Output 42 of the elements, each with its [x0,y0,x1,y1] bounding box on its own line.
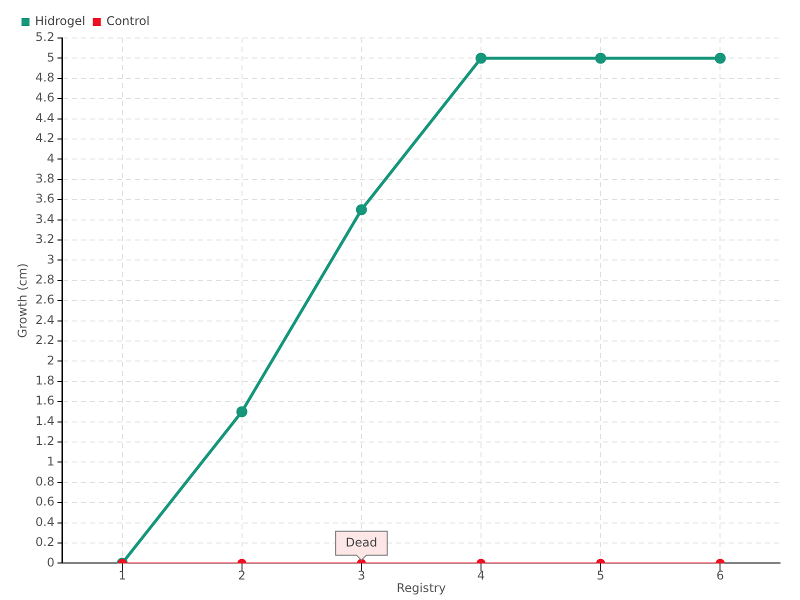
point [595,52,606,64]
y-tick-label: 2 [46,353,54,368]
y-tick-label: 4.6 [35,90,54,105]
annotation: Dead [346,535,378,550]
y-tick-label: 3.6 [35,192,54,206]
y-tick-label: 0.2 [35,535,54,550]
x-tick-label: 3 [358,568,366,583]
y-tick-label: 3 [46,252,54,266]
y-tick-label: 1.4 [35,414,54,428]
x-tick-label: 6 [716,568,724,583]
y-tick-label: 2.4 [35,312,54,327]
y-tick-label: 2.6 [35,292,54,307]
y-tick-label: 2.2 [35,333,54,348]
point [476,52,487,64]
y-tick-label: 0.8 [35,474,54,489]
y-tick-label: 4 [46,151,54,166]
y-tick-label: 4.8 [35,70,54,85]
x-axis-title: Registry [396,580,446,595]
point [714,52,726,64]
y-tick-label: 1.2 [35,434,54,448]
y-tick-label: 1.8 [35,374,54,388]
legend-label: Control [106,14,150,28]
x-tick-label: 2 [238,568,246,583]
y-tick-label: 3.8 [35,172,54,186]
y-tick-label: 1.6 [35,394,54,408]
y-tick-label: 0.4 [35,514,54,529]
legend-label: Hidrogel [35,14,86,28]
y-tick-label: 5 [46,50,54,64]
y-tick-label: 3.2 [35,232,54,246]
y-tick-label: 0.6 [35,494,54,509]
x-tick-label: 1 [118,568,126,583]
point [356,204,367,216]
y-tick-label: 4.4 [35,110,54,125]
x-tick-label: 5 [596,568,604,583]
y-tick-label: 3.4 [35,212,54,226]
y-tick-label: 4.2 [35,131,54,146]
y-tick-label: 2.8 [35,272,54,287]
y-axis-title: Growth (cm) [15,263,30,338]
y-tick-label: 5.2 [35,30,54,44]
y-tick-label: 0 [46,555,54,570]
x-tick-label: 4 [477,568,485,583]
y-tick-label: 1 [46,454,54,468]
